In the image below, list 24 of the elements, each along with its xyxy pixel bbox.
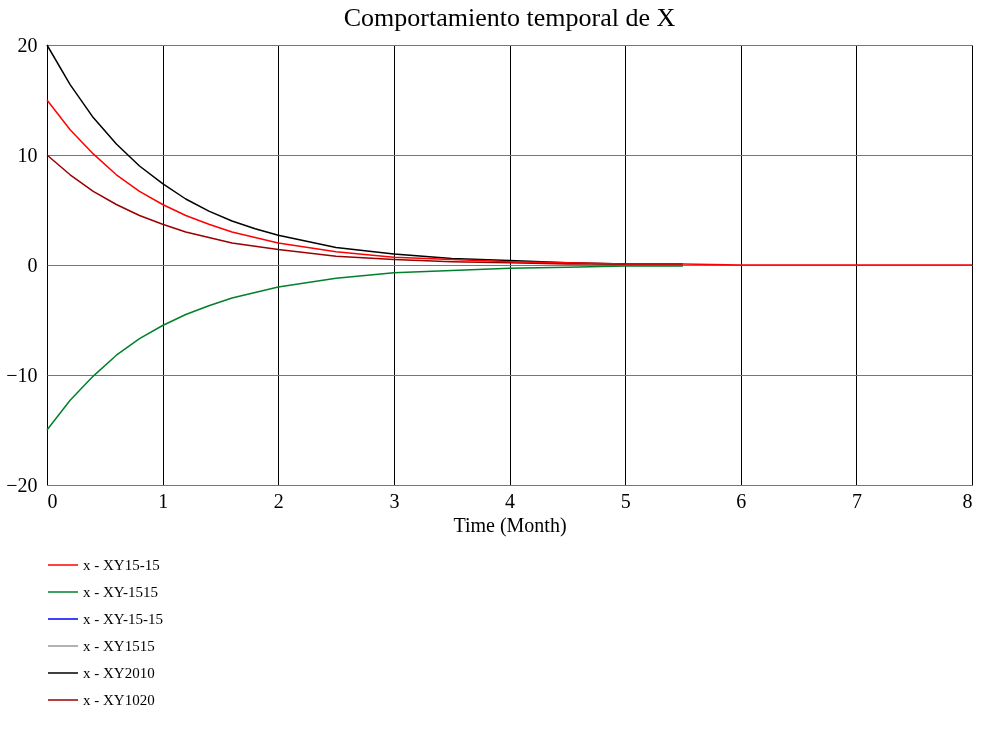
legend-label: x - XY15-15	[83, 557, 160, 573]
x-tick-label: 8	[962, 489, 973, 512]
legend-label: x - XY1515	[83, 638, 155, 654]
line-series	[46, 265, 684, 431]
x-axis-title: Time (Month)	[453, 513, 567, 537]
x-tick-label: 7	[851, 489, 862, 512]
legend-label: x - XY-15-15	[83, 611, 163, 627]
y-tick-label: 20	[17, 33, 38, 56]
chart-title: Comportamiento temporal de X	[343, 3, 676, 32]
x-tick-label: 2	[273, 489, 284, 512]
line-series	[46, 99, 973, 266]
y-tick-label: −10	[6, 363, 38, 386]
x-tick-label: 0	[47, 489, 58, 512]
x-tick-label: 5	[620, 489, 631, 512]
x-tick-label: 4	[505, 489, 515, 512]
x-tick-label: 3	[389, 489, 400, 512]
y-tick-label: −20	[6, 473, 38, 496]
legend-label: x - XY1020	[83, 692, 155, 708]
y-tick-label: 10	[17, 143, 38, 166]
x-tick-label: 6	[736, 489, 747, 512]
x-tick-label: 1	[158, 489, 169, 512]
legend-label: x - XY-1515	[83, 584, 158, 600]
y-tick-label: 0	[27, 253, 38, 276]
legend-label: x - XY2010	[83, 665, 155, 681]
